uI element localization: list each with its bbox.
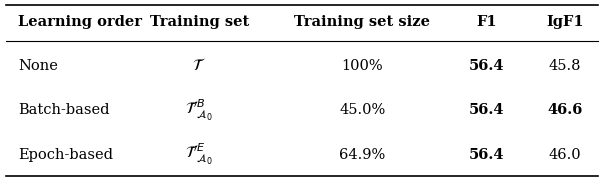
Text: $\mathcal{T}'^{E}_{\mathcal{A}_0}$: $\mathcal{T}'^{E}_{\mathcal{A}_0}$ [185, 142, 213, 167]
Text: Training set size: Training set size [294, 15, 431, 29]
Text: 56.4: 56.4 [469, 103, 504, 117]
Text: Epoch-based: Epoch-based [18, 148, 113, 162]
Text: 56.4: 56.4 [469, 59, 504, 73]
Text: 100%: 100% [342, 59, 383, 73]
Text: Batch-based: Batch-based [18, 103, 109, 117]
Text: Learning order: Learning order [18, 15, 142, 29]
Text: Training set: Training set [150, 15, 249, 29]
Text: F1: F1 [476, 15, 496, 29]
Text: 64.9%: 64.9% [339, 148, 385, 162]
Text: 46.6: 46.6 [547, 103, 582, 117]
Text: IgF1: IgF1 [546, 15, 583, 29]
Text: $\mathcal{T}$: $\mathcal{T}$ [193, 57, 206, 74]
Text: 46.0: 46.0 [548, 148, 581, 162]
Text: None: None [18, 59, 58, 73]
Text: 45.8: 45.8 [548, 59, 581, 73]
Text: $\mathcal{T}'^{B}_{\mathcal{A}_0}$: $\mathcal{T}'^{B}_{\mathcal{A}_0}$ [185, 98, 213, 123]
Text: 56.4: 56.4 [469, 148, 504, 162]
Text: 45.0%: 45.0% [339, 103, 385, 117]
